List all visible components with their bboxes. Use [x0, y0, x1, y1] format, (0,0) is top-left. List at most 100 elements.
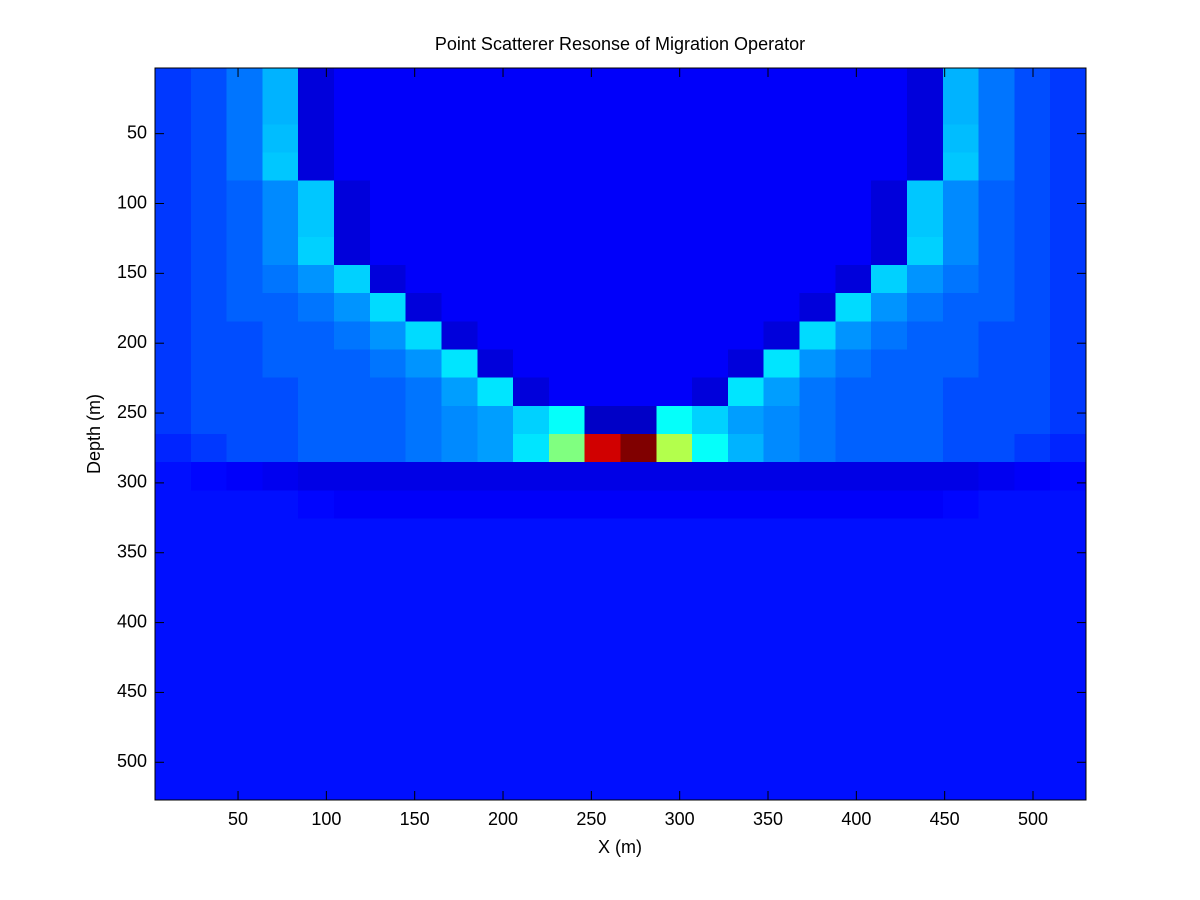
heatmap-cell: [727, 208, 765, 238]
heatmap-cell: [190, 68, 228, 97]
heatmap-cell: [548, 434, 586, 463]
heatmap-cell: [835, 405, 872, 435]
heatmap-cell: [620, 687, 657, 717]
heatmap-cell: [298, 715, 335, 745]
heatmap-cell: [763, 321, 801, 351]
heatmap-cell: [1050, 152, 1087, 182]
heatmap-cell: [226, 687, 263, 717]
heatmap-cell: [871, 462, 908, 491]
heatmap-cell: [262, 377, 299, 407]
heatmap-cell: [763, 405, 801, 435]
x-tick-label: 250: [576, 809, 606, 829]
heatmap-cell: [871, 743, 908, 773]
heatmap-cell: [1050, 208, 1087, 238]
heatmap-cell: [405, 96, 442, 125]
heatmap-cell: [262, 462, 299, 491]
heatmap-cell: [369, 771, 407, 801]
heatmap-cell: [155, 659, 192, 688]
heatmap-cell: [155, 377, 192, 407]
heatmap-cell: [226, 771, 263, 801]
heatmap-cell: [584, 68, 621, 97]
heatmap-cell: [334, 434, 371, 463]
heatmap-cell: [441, 518, 478, 548]
heatmap-cell: [620, 546, 657, 576]
heatmap-cell: [513, 96, 550, 125]
heatmap-cell: [334, 377, 371, 407]
heatmap-cell: [906, 208, 944, 238]
heatmap-cell: [942, 546, 980, 576]
heatmap-cell: [405, 462, 442, 491]
heatmap-cell: [942, 518, 980, 548]
heatmap-cell: [477, 293, 514, 322]
heatmap-cell: [727, 715, 765, 745]
heatmap-cell: [978, 771, 1015, 801]
heatmap-cell: [942, 715, 980, 745]
heatmap-cell: [942, 321, 980, 351]
heatmap-cell: [763, 377, 801, 407]
heatmap-cell: [727, 349, 765, 379]
heatmap-cell: [334, 743, 371, 773]
heatmap-cell: [369, 96, 407, 125]
heatmap-cell: [727, 490, 765, 519]
heatmap-cell: [226, 124, 263, 153]
heatmap-cell: [298, 631, 335, 660]
heatmap-cell: [548, 574, 586, 604]
heatmap-cell: [978, 574, 1015, 604]
heatmap-cell: [369, 293, 407, 322]
heatmap-cell: [298, 405, 335, 435]
heatmap-cell: [584, 631, 621, 660]
heatmap-cell: [763, 631, 801, 660]
heatmap-cell: [190, 293, 228, 322]
heatmap-cell: [1050, 659, 1087, 688]
heatmap-cell: [369, 659, 407, 688]
axes-box: [154, 67, 1087, 801]
heatmap-cell: [548, 462, 586, 491]
heatmap-cell: [871, 602, 908, 632]
heatmap-cell: [477, 574, 514, 604]
heatmap-cell: [369, 265, 407, 294]
heatmap-cell: [441, 602, 478, 632]
heatmap-cell: [942, 265, 980, 294]
heatmap-cell: [727, 96, 765, 125]
heatmap-cell: [584, 490, 621, 519]
heatmap-cell: [835, 462, 872, 491]
heatmap-cell: [835, 771, 872, 801]
heatmap-cell: [262, 771, 299, 801]
heatmap-cell: [978, 631, 1015, 660]
heatmap-cell: [155, 349, 192, 379]
heatmap-cell: [871, 434, 908, 463]
heatmap-cell: [584, 293, 621, 322]
heatmap-cell: [513, 124, 550, 153]
heatmap-cell: [190, 659, 228, 688]
heatmap-cell: [942, 743, 980, 773]
heatmap-cell: [155, 574, 192, 604]
heatmap-cell: [405, 180, 442, 210]
heatmap-cell: [978, 96, 1015, 125]
heatmap-cell: [799, 490, 836, 519]
heatmap-cell: [620, 124, 657, 153]
heatmap-cell: [978, 490, 1015, 519]
heatmap-cell: [656, 546, 693, 576]
heatmap-cell: [871, 265, 908, 294]
heatmap-cell: [906, 715, 944, 745]
heatmap-cell: [226, 265, 263, 294]
heatmap-cell: [441, 96, 478, 125]
heatmap-cell: [477, 687, 514, 717]
axes: 50 100 150 200 250 300 350 400 450 500 50 100 150 200…: [117, 68, 1086, 829]
heatmap-cell: [871, 152, 908, 182]
heatmap-cell: [477, 771, 514, 801]
x-tick-label: 350: [753, 809, 783, 829]
y-tick-label: 200: [117, 332, 147, 352]
heatmap-cell: [692, 462, 729, 491]
heatmap-cell: [656, 293, 693, 322]
heatmap-cell: [1014, 293, 1051, 322]
heatmap-cell: [835, 377, 872, 407]
heatmap-cell: [262, 152, 299, 182]
heatmap-cell: [1050, 68, 1087, 97]
heatmap-cell: [942, 462, 980, 491]
heatmap-cell: [1050, 715, 1087, 745]
heatmap-cell: [548, 124, 586, 153]
heatmap-cell: [763, 180, 801, 210]
heatmap-cell: [763, 68, 801, 97]
heatmap-cell: [477, 68, 514, 97]
